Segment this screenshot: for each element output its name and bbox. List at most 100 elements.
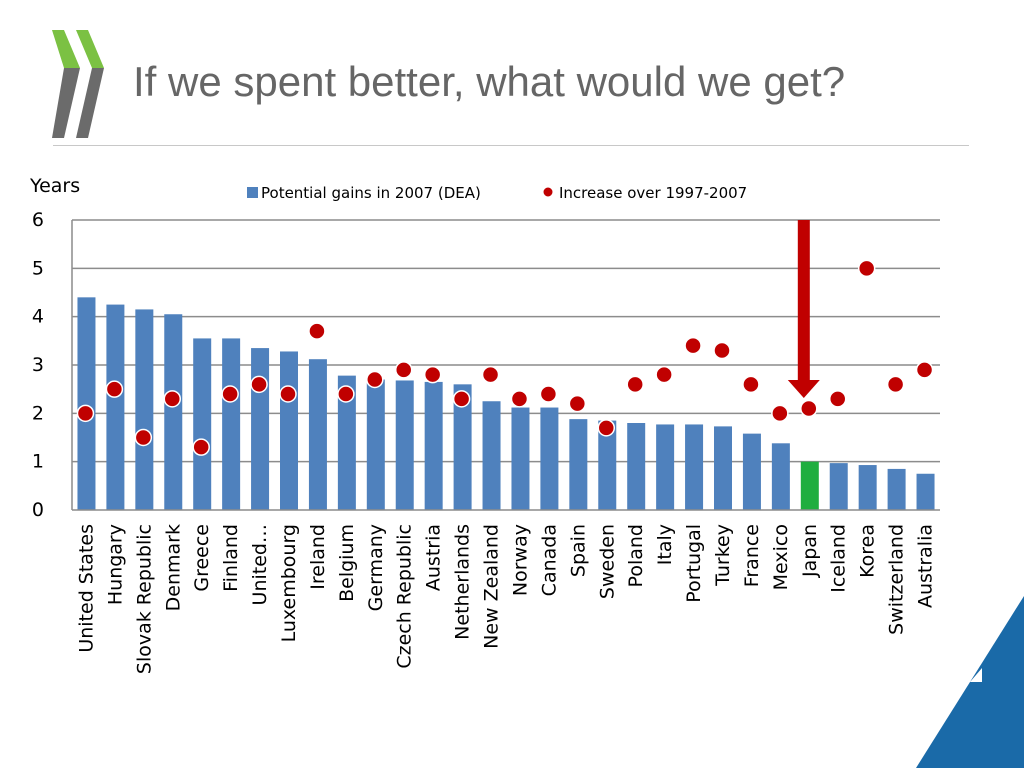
legend-label-bars: Potential gains in 2007 (DEA) xyxy=(261,184,481,202)
x-tick-label: Norway xyxy=(509,524,531,596)
y-tick-label: 4 xyxy=(32,306,44,328)
x-tick-label: Canada xyxy=(538,524,560,596)
dot-point xyxy=(105,380,124,398)
dot-point xyxy=(568,394,587,413)
bar xyxy=(685,424,704,510)
dot-point xyxy=(221,385,239,403)
dot-point xyxy=(713,341,731,360)
legend-label-dots: Increase over 1997-2007 xyxy=(559,184,747,202)
bar xyxy=(916,473,935,510)
x-tick-label: Austria xyxy=(423,524,445,591)
dot-point xyxy=(800,399,818,418)
bar xyxy=(858,465,877,510)
x-tick-label: Belgium xyxy=(336,524,358,602)
dot-point xyxy=(771,404,789,423)
bar xyxy=(366,379,385,510)
y-tick-label: 1 xyxy=(32,451,44,473)
dot-point xyxy=(192,438,210,456)
x-tick-label: Iceland xyxy=(828,524,850,593)
x-tick-label: France xyxy=(741,524,763,587)
dot-point xyxy=(915,361,934,379)
y-axis-title: Years xyxy=(29,175,80,197)
x-tick-label: Ireland xyxy=(307,524,329,590)
dot-point xyxy=(452,390,471,408)
dot-series xyxy=(76,259,934,456)
arrow-shaft xyxy=(797,220,810,380)
dot-point xyxy=(742,375,760,394)
bar xyxy=(164,314,183,510)
axes: 0 1 2 3 4 5 6 Years United States Hungary Slovak R… xyxy=(29,175,940,674)
dot-point xyxy=(394,361,413,379)
dot-point xyxy=(539,385,558,403)
y-tick-label: 2 xyxy=(32,402,44,424)
x-tick-label: Germany xyxy=(365,524,387,611)
dot-point xyxy=(597,419,616,437)
bar xyxy=(742,433,761,510)
bar xyxy=(135,309,154,510)
x-tick-label: Poland xyxy=(625,524,647,587)
x-tick-label: Switzerland xyxy=(886,524,908,635)
dot-point xyxy=(655,365,673,384)
bar xyxy=(887,468,906,510)
x-tick-label: Italy xyxy=(654,524,676,565)
arrow-head xyxy=(787,380,820,398)
x-tick-label: United States xyxy=(75,524,97,653)
bar xyxy=(395,380,414,510)
bar xyxy=(337,375,356,510)
x-tick-label: New Zealand xyxy=(481,524,503,649)
x-tick-label: Spain xyxy=(567,524,589,577)
x-tick-label: Turkey xyxy=(712,524,734,587)
dot-point xyxy=(76,404,95,423)
dot-point xyxy=(684,336,702,355)
bar xyxy=(106,304,125,510)
title-divider xyxy=(53,145,969,146)
y-tick-label: 0 xyxy=(32,499,44,521)
x-tick-label: Japan xyxy=(799,524,821,578)
slide-title: If we spent better, what would we get? xyxy=(133,58,846,105)
dot-point xyxy=(337,385,355,403)
bar xyxy=(598,420,617,510)
bar xyxy=(714,426,732,510)
bar xyxy=(193,338,212,510)
bar xyxy=(482,401,501,510)
x-tick-label: Portugal xyxy=(683,524,705,603)
bar xyxy=(511,407,530,510)
x-tick-label: Luxembourg xyxy=(278,524,300,642)
bar xyxy=(771,443,790,510)
bar xyxy=(829,463,848,510)
x-tick-label: Denmark xyxy=(162,524,184,611)
x-tick-label: Greece xyxy=(191,524,213,592)
dot-point xyxy=(481,365,500,384)
bar xyxy=(656,424,675,510)
dot-point xyxy=(886,375,905,394)
x-tick-label: Australia xyxy=(915,524,937,608)
bar xyxy=(77,297,96,510)
x-tick-label: Netherlands xyxy=(452,524,474,640)
dot-point xyxy=(308,322,326,340)
x-tick-label: Finland xyxy=(220,524,242,592)
x-tick-label: Korea xyxy=(857,524,879,578)
bar xyxy=(222,338,241,510)
bar xyxy=(453,384,472,510)
x-tick-label: United… xyxy=(249,524,271,605)
bar xyxy=(627,423,646,510)
dot-point xyxy=(134,428,153,447)
bar xyxy=(308,359,327,510)
legend: Potential gains in 2007 (DEA) Increase ov… xyxy=(247,184,747,202)
y-tick-label: 3 xyxy=(32,354,44,376)
dot-point xyxy=(510,390,529,408)
oecd-logo-icon xyxy=(52,30,104,138)
dot-point xyxy=(828,390,847,408)
legend-bar-swatch xyxy=(247,187,258,198)
dot-point xyxy=(626,375,644,394)
dot-point xyxy=(279,385,297,403)
bar xyxy=(540,407,559,510)
highlight-arrow xyxy=(787,220,820,398)
dot-point xyxy=(423,365,442,384)
dot-point xyxy=(366,370,384,389)
dot-point xyxy=(857,259,876,278)
x-tick-label: Mexico xyxy=(770,524,792,590)
x-tick-label: Czech Republic xyxy=(394,524,416,669)
